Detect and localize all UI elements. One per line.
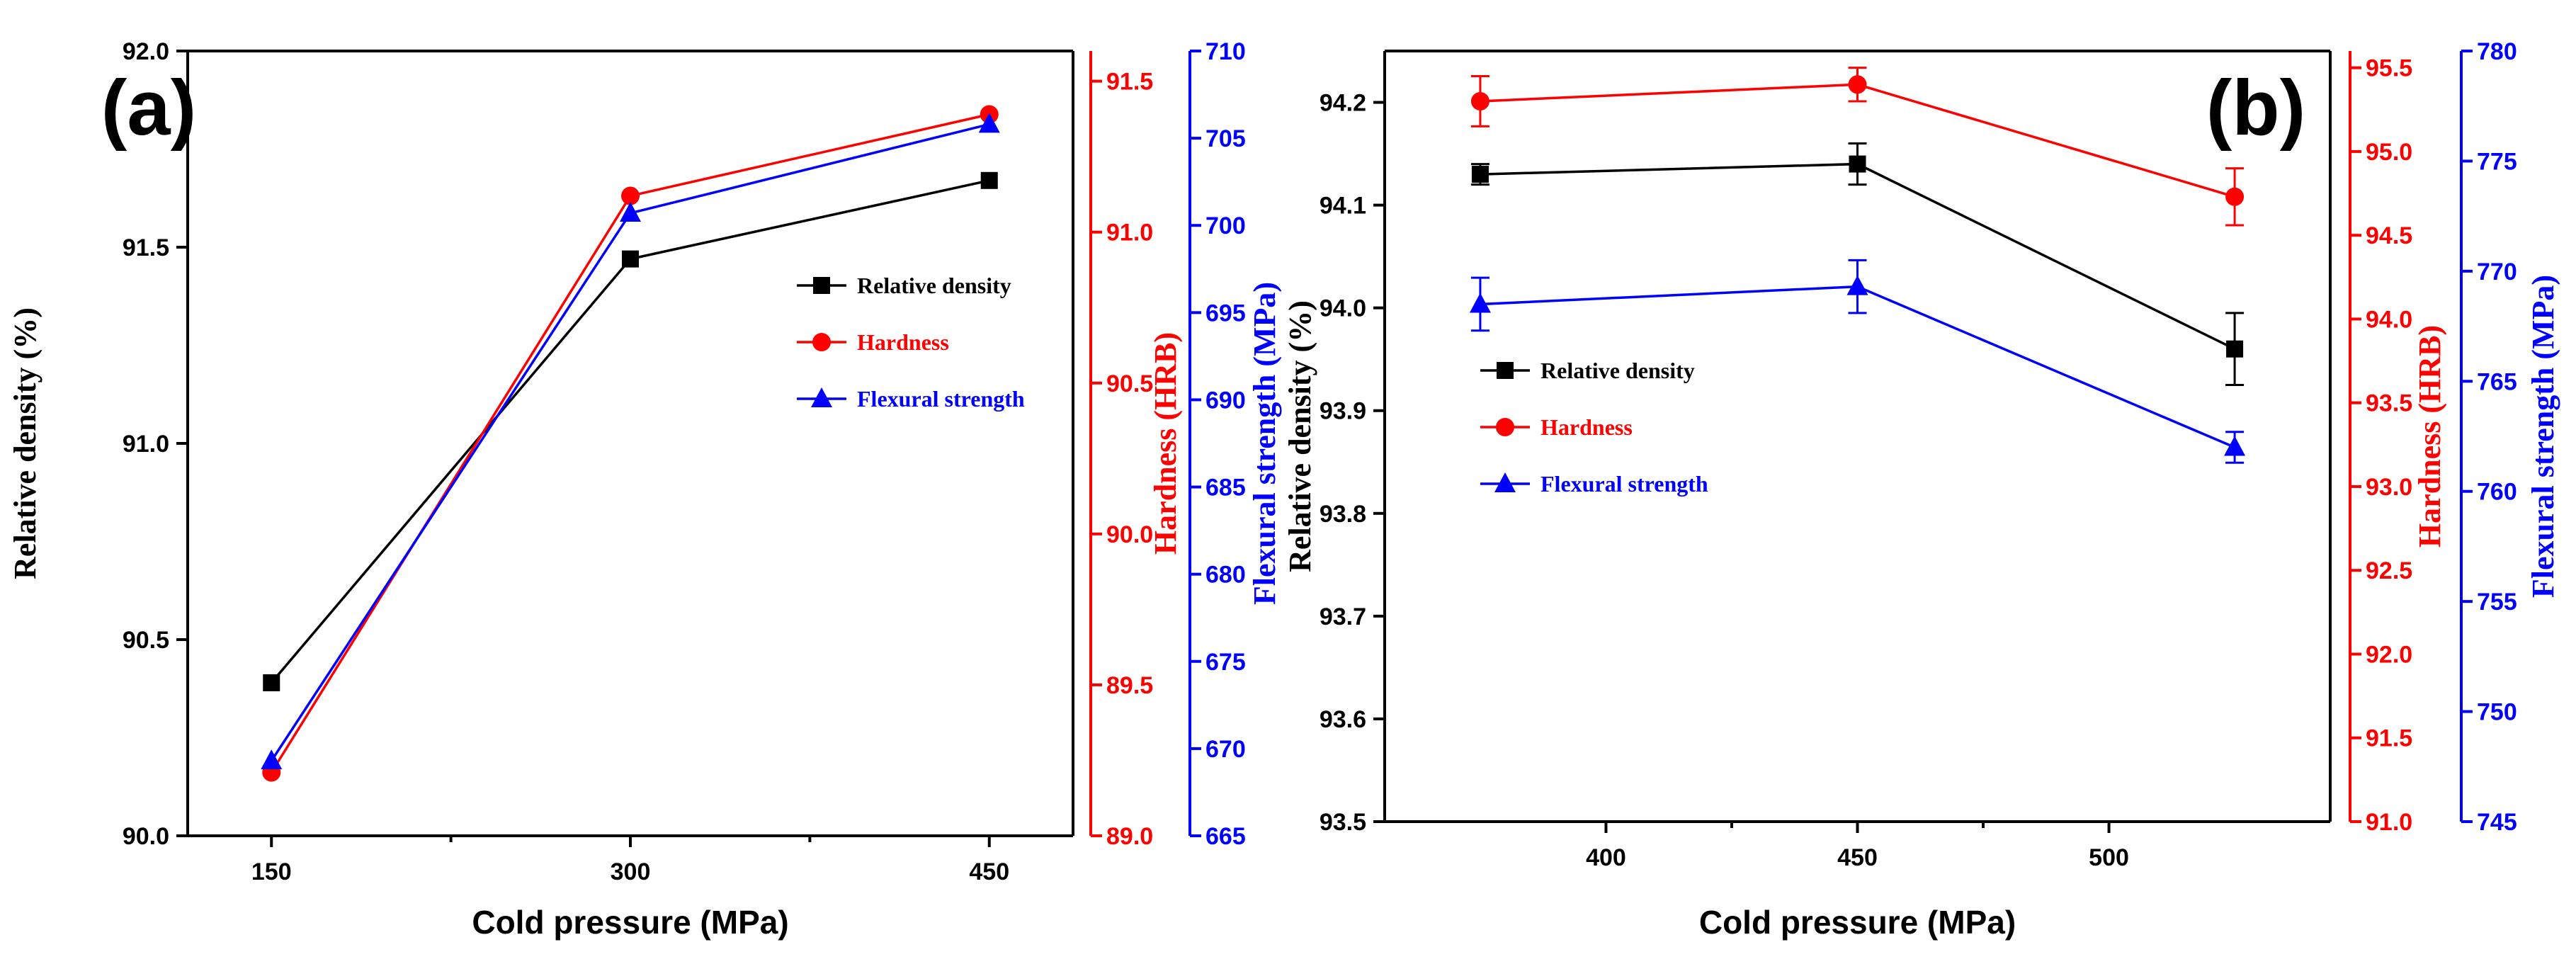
- hardness-tick-label: 95.5: [2366, 55, 2412, 82]
- relative-density-point: [2226, 340, 2244, 358]
- left-tick-label: 94.0: [1320, 295, 1366, 322]
- legend-relative-density-label: Relative density: [1541, 358, 1695, 383]
- hardness-tick-label: 94.5: [2366, 222, 2412, 249]
- chart-panel-a: 150 300 450 Cold pressure (MPa) 90.0 90.5 91.0…: [8, 38, 1282, 941]
- flexural-strength-point: [978, 113, 1000, 133]
- legend-relative-density-marker: [813, 277, 830, 294]
- legend-hardness-marker: [1496, 418, 1514, 436]
- relative-density-point: [622, 250, 639, 268]
- flexural-strength-tick-label: 760: [2477, 479, 2517, 506]
- flexural-strength-point: [2224, 436, 2246, 456]
- flexural-strength-tick-label: 675: [1205, 649, 1246, 676]
- hardness-tick-label: 93.5: [2366, 390, 2412, 417]
- left-tick-label: 90.5: [123, 627, 169, 654]
- hardness-tick-label: 91.5: [2366, 725, 2412, 752]
- flexural-strength-tick-label: 700: [1205, 212, 1246, 239]
- hardness-tick-label: 91.0: [1106, 220, 1153, 246]
- flexural-strength-tick-label: 765: [2477, 368, 2517, 395]
- legend-flexural-strength-label: Flexural strength: [1541, 471, 1708, 497]
- left-tick-label: 94.2: [1320, 90, 1366, 117]
- flexural-strength-tick-label: 690: [1205, 387, 1246, 414]
- hardness-axis-label: Hardness (HRB): [2412, 325, 2447, 548]
- hardness-axis-label: Hardness (HRB): [1148, 332, 1183, 555]
- flexural-strength-tick-label: 695: [1205, 300, 1246, 327]
- x-tick-label: 300: [611, 858, 651, 885]
- hardness-point: [621, 186, 640, 205]
- left-tick-label: 93.5: [1320, 809, 1366, 836]
- x-tick-label: 400: [1586, 844, 1626, 871]
- flexural-strength-point: [620, 201, 641, 222]
- hardness-tick-label: 93.0: [2366, 474, 2412, 501]
- chart-panel-b: 400 450 500 Cold pressure (MPa) 93.5 93.6 93.7…: [1283, 38, 2560, 941]
- left-tick-label: 93.6: [1320, 706, 1366, 733]
- hardness-tick-label: 90.5: [1106, 370, 1153, 397]
- relative-density-series-line: [1480, 162, 2235, 351]
- panel-label: (a): [101, 64, 196, 152]
- flexural-strength-tick-label: 780: [2477, 38, 2517, 65]
- left-tick-label: 91.5: [123, 234, 169, 261]
- flexural-strength-tick-label: 770: [2477, 259, 2517, 285]
- x-tick-label: 450: [1837, 844, 1878, 871]
- flexural-strength-point: [1469, 293, 1491, 313]
- hardness-tick-label: 89.0: [1106, 823, 1153, 850]
- legend-flexural-strength-marker: [811, 387, 832, 407]
- hardness-point: [1848, 75, 1867, 94]
- left-axis-label: Relative density (%): [8, 307, 42, 579]
- flexural-strength-tick-label: 745: [2477, 809, 2517, 836]
- legend-relative-density-label: Relative density: [857, 273, 1011, 298]
- legend-flexural-strength-label: Flexural strength: [857, 386, 1025, 412]
- flexural-strength-tick-label: 670: [1205, 736, 1246, 763]
- hardness-tick-label: 90.0: [1106, 521, 1153, 548]
- left-tick-label: 91.0: [123, 431, 169, 458]
- hardness-tick-label: 92.0: [2366, 641, 2412, 668]
- flexural-strength-tick-label: 705: [1205, 125, 1246, 152]
- left-axis-label: Relative density (%): [1283, 300, 1317, 572]
- x-tick-label: 150: [251, 858, 292, 885]
- flexural-strength-point: [1846, 275, 1868, 295]
- flexural-strength-tick-label: 750: [2477, 699, 2517, 726]
- left-tick-label: 90.0: [123, 823, 169, 850]
- hardness-tick-label: 94.0: [2366, 306, 2412, 333]
- relative-density-point: [1849, 155, 1866, 173]
- relative-density-point: [263, 674, 280, 691]
- left-tick-label: 94.1: [1320, 193, 1366, 220]
- flexural-strength-axis-label: Flexural strength (MPa): [2526, 275, 2560, 598]
- x-tick-label: 450: [969, 858, 1009, 885]
- relative-density-point: [980, 171, 998, 189]
- legend-hardness-label: Hardness: [857, 329, 949, 355]
- legend-hardness-marker: [812, 333, 831, 351]
- x-axis-label: Cold pressure (MPa): [1699, 904, 2016, 941]
- flexural-strength-tick-label: 685: [1205, 475, 1246, 501]
- flexural-strength-tick-label: 710: [1205, 38, 1246, 65]
- x-axis-label: Cold pressure (MPa): [472, 904, 788, 941]
- left-tick-label: 93.8: [1320, 501, 1366, 528]
- panel-label: (b): [2206, 64, 2305, 152]
- legend-relative-density-marker: [1497, 362, 1514, 379]
- flexural-strength-tick-label: 680: [1205, 562, 1246, 589]
- hardness-tick-label: 91.0: [2366, 809, 2412, 836]
- hardness-point: [2225, 187, 2245, 206]
- left-tick-label: 93.9: [1320, 398, 1366, 425]
- left-tick-label: 92.0: [123, 38, 169, 65]
- legend-flexural-strength-marker: [1494, 472, 1516, 492]
- hardness-point: [1470, 91, 1490, 110]
- hardness-tick-label: 95.0: [2366, 139, 2412, 166]
- left-tick-label: 93.7: [1320, 603, 1366, 630]
- flexural-strength-tick-label: 665: [1205, 823, 1246, 850]
- flexural-strength-point: [261, 749, 283, 770]
- legend-hardness-label: Hardness: [1541, 414, 1633, 440]
- hardness-tick-label: 91.5: [1106, 69, 1153, 96]
- relative-density-point: [1471, 166, 1489, 183]
- hardness-tick-label: 89.5: [1106, 672, 1153, 699]
- x-tick-label: 500: [2089, 844, 2129, 871]
- flexural-strength-axis-label: Flexural strength (MPa): [1247, 282, 1282, 605]
- hardness-tick-label: 92.5: [2366, 557, 2412, 584]
- flexural-strength-tick-label: 755: [2477, 589, 2517, 616]
- flexural-strength-tick-label: 775: [2477, 148, 2517, 175]
